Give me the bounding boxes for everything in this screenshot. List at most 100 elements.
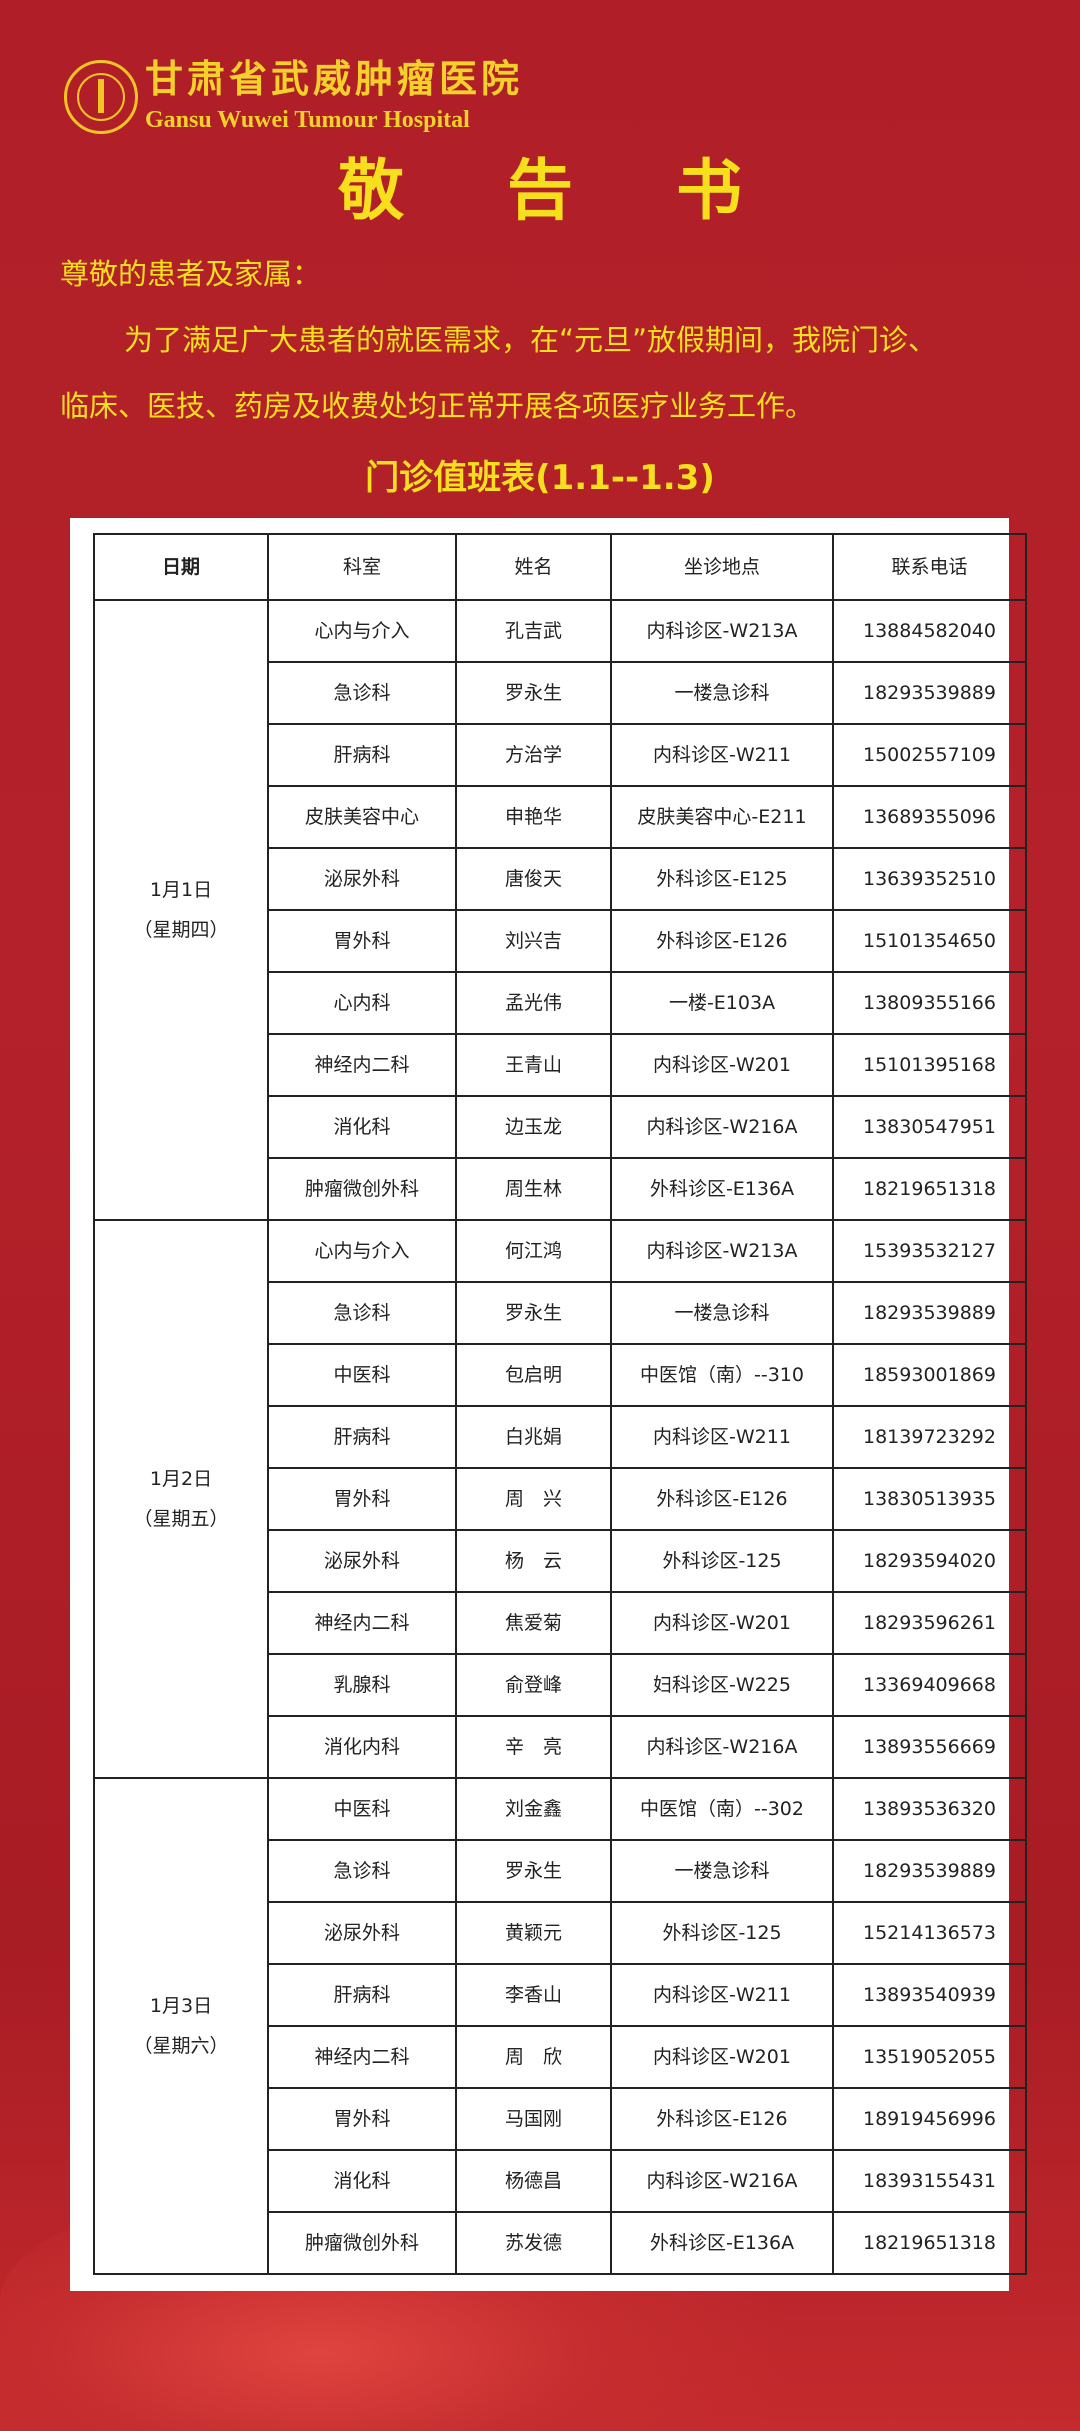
department-cell: 中医科 (267, 1343, 457, 1407)
department-cell: 肝病科 (267, 723, 457, 787)
location-cell: 内科诊区-W216A (610, 2149, 834, 2213)
department-cell: 肝病科 (267, 1405, 457, 1469)
location-cell: 内科诊区-W201 (610, 1591, 834, 1655)
department-cell: 肿瘤微创外科 (267, 1157, 457, 1221)
phone-cell: 13830513935 (832, 1467, 1027, 1531)
name-cell: 何江鸿 (455, 1219, 612, 1283)
phone-cell: 18139723292 (832, 1405, 1027, 1469)
location-cell: 内科诊区-W211 (610, 1963, 834, 2027)
table-row: 消化内科辛 亮内科诊区-W216A 13893556669 (94, 1715, 1027, 1779)
name-cell: 李香山 (455, 1963, 612, 2027)
department-cell: 急诊科 (267, 1281, 457, 1345)
page-title: 敬 告 书 (338, 151, 782, 229)
col-location: 坐诊地点 (610, 533, 834, 601)
phone-cell: 13884582040 (832, 599, 1027, 663)
name-cell: 马国刚 (455, 2087, 612, 2151)
name-cell: 刘金鑫 (455, 1777, 612, 1841)
phone-cell: 18293539889 (832, 661, 1027, 725)
phone-cell: 15393532127 (832, 1219, 1027, 1283)
phone-cell: 18293539889 (832, 1281, 1027, 1345)
table-row: 肝病科 方治学 内科诊区-W211 15002557109 (94, 723, 1027, 787)
date: 1月1日 (149, 879, 213, 901)
location-cell: 内科诊区-W216A (610, 1715, 834, 1779)
location-cell: 妇科诊区-W225 (610, 1653, 834, 1717)
location-cell: 内科诊区-W211 (610, 723, 834, 787)
department-cell: 急诊科 (267, 1839, 457, 1903)
department-cell: 胃外科 (267, 2087, 457, 2151)
table-row: 乳腺科 俞登峰 妇科诊区-W225 13369409668 (94, 1653, 1027, 1717)
phone-cell: 18293596261 (832, 1591, 1027, 1655)
table-row: 肝病科 李香山 内科诊区-W211 13893540939 (94, 1963, 1027, 2027)
department-cell: 心内与介入 (267, 1219, 457, 1283)
phone-cell: 18393155431 (832, 2149, 1027, 2213)
name-cell: 方治学 (455, 723, 612, 787)
department-cell: 消化内科 (267, 1715, 457, 1779)
department-cell: 心内与介入 (267, 599, 457, 663)
department-cell: 泌尿外科 (267, 1529, 457, 1593)
date-cell: 1月3日 （星期六） (93, 1777, 269, 2275)
location-cell: 内科诊区-W213A (610, 1219, 834, 1283)
phone-cell: 13893536320 (832, 1777, 1027, 1841)
location-cell: 皮肤美容中心-E211 (610, 785, 834, 849)
hospital-name-cn: 甘肃省武威肿瘤医院 (145, 56, 524, 101)
name-cell: 王青山 (455, 1033, 612, 1097)
name-cell: 杨 云 (455, 1529, 612, 1593)
phone-cell: 18219651318 (832, 2211, 1027, 2275)
name-cell: 周 欣 (455, 2025, 612, 2089)
location-cell: 内科诊区-W211 (610, 1405, 834, 1469)
location-cell: 外科诊区-E125 (610, 847, 834, 911)
date: 1月2日 (149, 1468, 213, 1490)
phone-cell: 13893556669 (832, 1715, 1027, 1779)
greeting: 尊敬的患者及家属： (60, 257, 322, 291)
table-row: 泌尿外科杨 云外科诊区-125 18293594020 (94, 1529, 1027, 1593)
phone-cell: 15002557109 (832, 723, 1027, 787)
table-row: 急诊科 罗永生 一楼急诊科 18293539889 (94, 1839, 1027, 1903)
name-cell: 孟光伟 (455, 971, 612, 1035)
name-cell: 黄颖元 (455, 1901, 612, 1965)
table-row: 泌尿外科 黄颖元 外科诊区-125 15214136573 (94, 1901, 1027, 1965)
location-cell: 内科诊区-W201 (610, 2025, 834, 2089)
table-header: 日期 科室 姓名 坐诊地点 联系电话 (93, 533, 1027, 601)
location-cell: 一楼急诊科 (610, 1281, 834, 1345)
name-cell: 申艳华 (455, 785, 612, 849)
phone-cell: 13369409668 (832, 1653, 1027, 1717)
name-cell: 焦爱菊 (455, 1591, 612, 1655)
table-row: 胃外科 刘兴吉 外科诊区-E126 15101354650 (94, 909, 1027, 973)
phone-cell: 13689355096 (832, 785, 1027, 849)
table-row: 1月2日 （星期五） 心内与介入 何江鸿 内科诊区-W213A 15393532127 (93, 1219, 1027, 1779)
table-row: 急诊科 罗永生 一楼急诊科 18293539889 (94, 1281, 1027, 1345)
table-row: 皮肤美容中心 申艳华 皮肤美容中心-E211 13689355096 (94, 785, 1027, 849)
phone-cell: 18919456996 (832, 2087, 1027, 2151)
name-cell: 孔吉武 (455, 599, 612, 663)
phone-cell: 13809355166 (832, 971, 1027, 1035)
location-cell: 外科诊区-125 (610, 1529, 834, 1593)
table-row: 消化科 杨德昌 内科诊区-W216A 18393155431 (94, 2149, 1027, 2213)
department-cell: 神经内二科 (267, 1033, 457, 1097)
location-cell: 一楼急诊科 (610, 1839, 834, 1903)
phone-cell: 18293539889 (832, 1839, 1027, 1903)
table-row: 神经内二科 王青山 内科诊区-W201 15101395168 (94, 1033, 1027, 1097)
phone-cell: 18593001869 (832, 1343, 1027, 1407)
schedule-panel: 日期 科室 姓名 坐诊地点 联系电话 1月1日 （星期四） 心内与介入 孔吉武 内科诊区… (70, 518, 1027, 2291)
department-cell: 心内科 (267, 971, 457, 1035)
phone-cell: 18293594020 (832, 1529, 1027, 1593)
name-cell: 苏发德 (455, 2211, 612, 2275)
phone-cell: 15101354650 (832, 909, 1027, 973)
department-cell: 急诊科 (267, 661, 457, 725)
department-cell: 肿瘤微创外科 (267, 2211, 457, 2275)
table-row: 1月3日 （星期六） 中医科 刘金鑫 中医馆（南）--302 13893536320 (93, 1777, 1027, 2275)
location-cell: 内科诊区-W213A (610, 599, 834, 663)
notice-line-2: 临床、医技、药房及收费处均正常开展各项医疗业务工作。 (60, 389, 815, 423)
location-cell: 中医馆（南）--310 (610, 1343, 834, 1407)
location-cell: 外科诊区-E136A (610, 2211, 834, 2275)
name-cell: 周 兴 (455, 1467, 612, 1531)
name-cell: 罗永生 (455, 1281, 612, 1345)
location-cell: 一楼-E103A (610, 971, 834, 1035)
name-cell: 杨德昌 (455, 2149, 612, 2213)
department-cell: 乳腺科 (267, 1653, 457, 1717)
col-name: 姓名 (455, 533, 612, 601)
name-cell: 刘兴吉 (455, 909, 612, 973)
name-cell: 辛 亮 (455, 1715, 612, 1779)
phone-cell: 13893540939 (832, 1963, 1027, 2027)
col-department: 科室 (267, 533, 457, 601)
